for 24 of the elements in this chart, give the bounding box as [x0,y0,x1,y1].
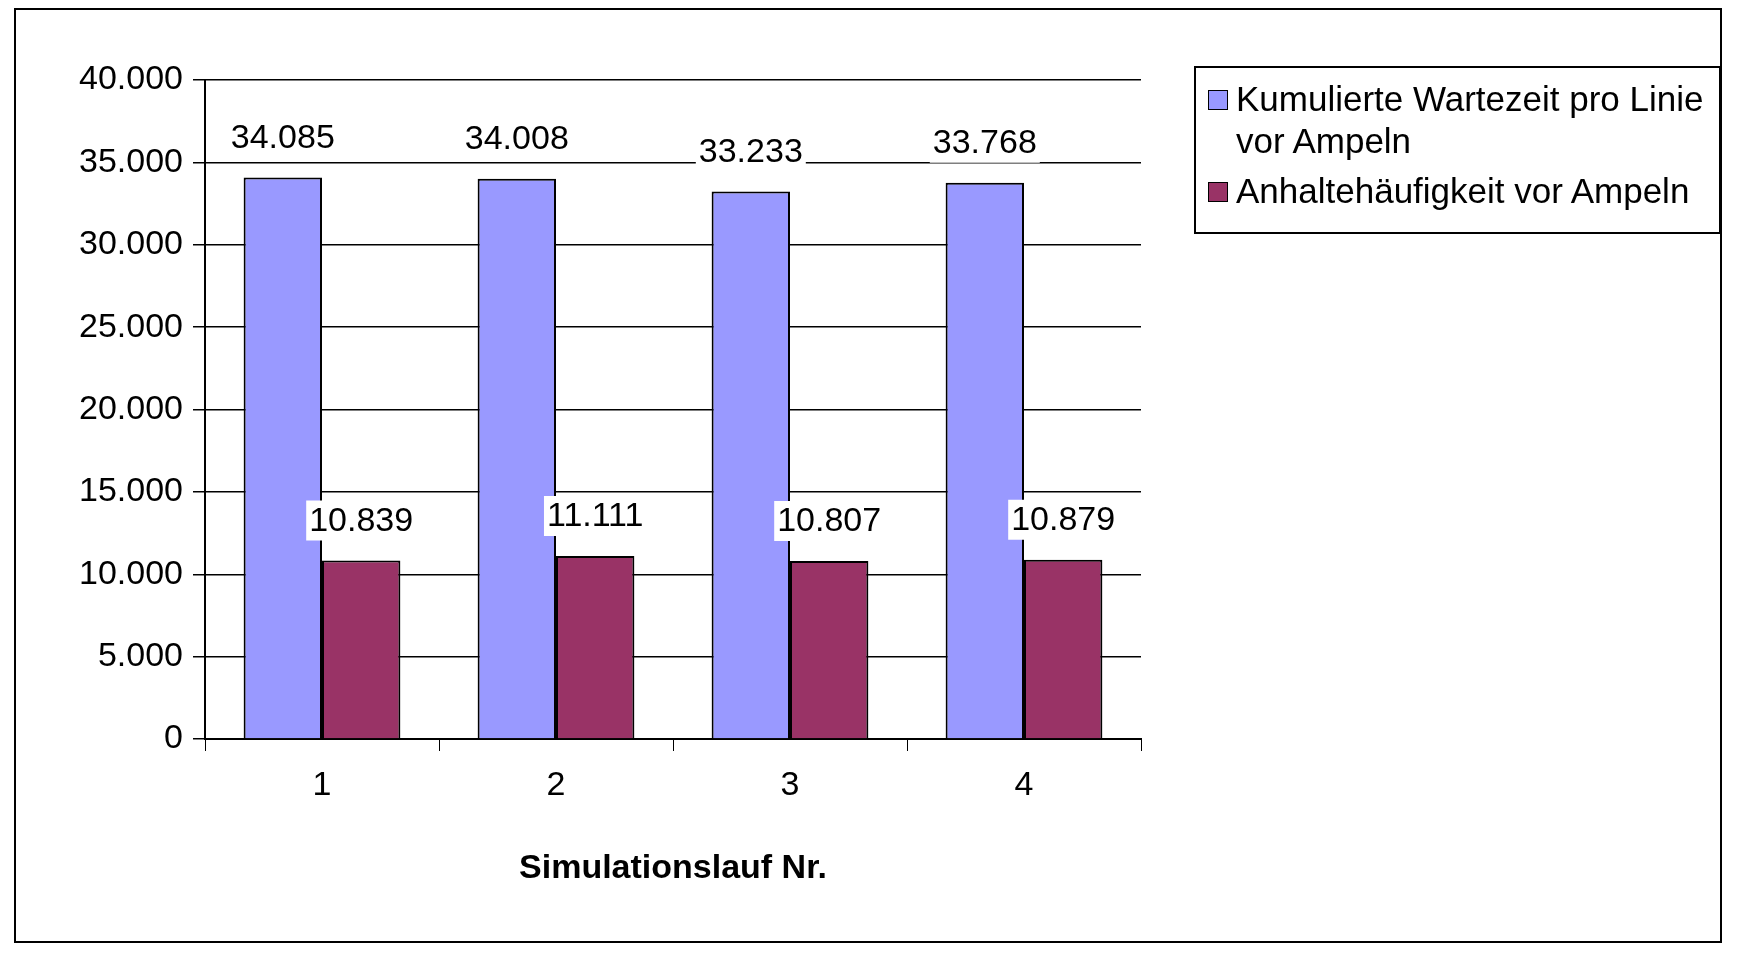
y-tick-label: 35.000 [79,140,183,179]
y-tick-label: 0 [164,717,183,756]
y-tick-label: 5.000 [97,635,183,673]
y-tick-label: 15.000 [79,470,183,509]
data-label: 34.008 [464,118,569,157]
y-tick-label: 40.000 [79,58,183,97]
y-tick-label: 30.000 [79,223,183,262]
x-tick-label: 4 [1014,763,1034,802]
x-tick-label: 3 [780,763,800,802]
x-tick-label: 1 [312,763,332,802]
data-label: 10.879 [1011,499,1116,538]
x-axis-title: Simulationslauf Nr. [519,846,827,885]
data-label: 33.768 [932,122,1037,161]
y-tick-label: 25.000 [79,305,183,344]
y-tick-label: 20.000 [79,387,183,426]
data-label: 34.085 [230,116,335,155]
legend-label: Kumulierte Wartezeit pro Linie vor Ampeln [1236,78,1705,162]
y-tick-label: 10.000 [79,552,183,591]
x-tick-label: 2 [546,763,566,802]
data-label: 10.807 [777,500,882,539]
data-label: 11.111 [546,495,644,534]
data-label: 33.233 [698,130,803,169]
data-label: 10.839 [309,499,414,538]
legend-label: Anhaltehäufigkeit vor Ampeln [1236,170,1690,212]
